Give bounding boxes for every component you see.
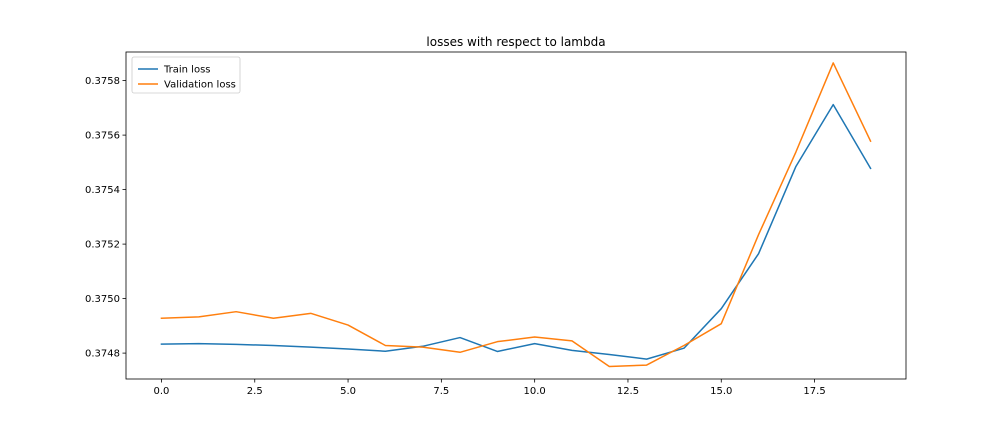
legend-label-validation-loss: Validation loss xyxy=(164,80,236,91)
x-tick-label: 5.0 xyxy=(340,386,356,397)
y-tick-label: 0.3758 xyxy=(85,76,120,87)
y-tick-label: 0.3756 xyxy=(85,131,120,142)
x-tick-label: 12.5 xyxy=(617,386,639,397)
legend-label-train-loss: Train loss xyxy=(163,65,211,76)
y-tick-label: 0.3754 xyxy=(85,185,120,196)
legend: Train loss Validation loss xyxy=(131,56,241,94)
series-line-validation-loss xyxy=(160,62,872,368)
x-axis: 0.0 2.5 5.0 7.5 10.0 12.5 15.0 17.5 xyxy=(154,379,826,397)
y-tick-label: 0.3748 xyxy=(85,349,120,360)
x-tick-label: 10.0 xyxy=(524,386,546,397)
legend-box xyxy=(131,56,241,94)
chart-title: losses with respect to lambda xyxy=(426,35,605,49)
x-tick-label: 2.5 xyxy=(247,386,263,397)
series-layer xyxy=(160,62,872,368)
y-tick-label: 0.3750 xyxy=(85,294,120,305)
axes-frame xyxy=(125,51,907,380)
series-line-train-loss xyxy=(160,103,872,360)
y-axis: 0.3748 0.3750 0.3752 0.3754 0.3756 0.3758 xyxy=(85,76,126,360)
x-tick-label: 17.5 xyxy=(803,386,825,397)
y-tick-label: 0.3752 xyxy=(85,240,120,251)
x-tick-label: 15.0 xyxy=(710,386,732,397)
x-tick-label: 0.0 xyxy=(154,386,170,397)
x-tick-label: 7.5 xyxy=(433,386,449,397)
